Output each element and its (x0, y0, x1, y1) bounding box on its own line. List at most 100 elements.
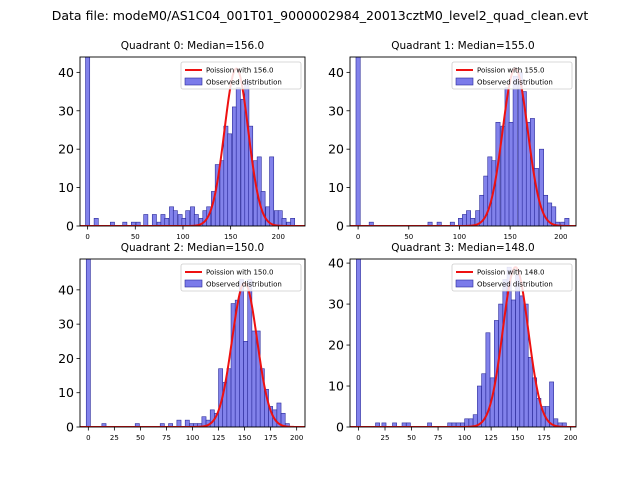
poisson-curve (80, 281, 305, 427)
y-tick-label: 40 (328, 256, 344, 271)
histogram-bar (487, 156, 493, 226)
histogram-bar (539, 148, 544, 226)
histogram-bar (564, 218, 570, 226)
histogram-bar (184, 419, 190, 427)
histogram-bar (239, 279, 244, 427)
histogram-bar (551, 206, 557, 226)
y-tick-label: 30 (58, 103, 74, 118)
x-tick-label: 200 (272, 233, 285, 241)
axes-frame (349, 258, 577, 428)
histogram-bar (269, 156, 275, 226)
histogram-bar (235, 87, 241, 226)
legend-poisson-label: Poission with 150.0 (206, 269, 274, 277)
x-tick-label: 0 (356, 434, 360, 442)
y-tick-label: 30 (58, 317, 74, 332)
legend: Poission with 148.0 Observed distribution (451, 263, 573, 292)
x-tick-label: 0 (86, 434, 90, 442)
histogram-bar (176, 419, 182, 427)
histogram-bar (543, 194, 549, 226)
y-tick-label: 10 (58, 385, 74, 400)
histogram-bar (281, 218, 287, 226)
histogram-bars (85, 259, 290, 427)
y-tick-label: 0 (336, 420, 344, 435)
histogram-bar (243, 340, 249, 427)
x-tick-label: 0 (85, 233, 89, 241)
histogram-bar (143, 214, 149, 226)
x-tick-label: 25 (381, 434, 390, 442)
y-tick-label: 30 (328, 297, 344, 312)
y-tick-label: 30 (328, 103, 344, 118)
x-tick-label: 150 (238, 434, 251, 442)
histogram-bar (93, 218, 99, 226)
histogram-bars (85, 57, 296, 226)
histogram-bar (508, 121, 514, 226)
x-tick-label: 150 (503, 233, 516, 241)
quadrant-panel: Quadrant 2: Median=150.0 0 25 50 75 100 125 150… (58, 242, 306, 442)
legend-bar-swatch (184, 279, 203, 288)
histogram-bar (512, 75, 518, 226)
axes-frame (349, 56, 577, 227)
quadrant-panel: Quadrant 3: Median=148.00 25 50 75 100 125 150… (328, 242, 577, 442)
legend-box (451, 263, 573, 292)
histogram-bar (251, 330, 257, 427)
histogram-bar (464, 418, 470, 427)
x-tick-label: 125 (212, 434, 225, 442)
y-tick-label: 10 (328, 180, 344, 195)
y-tick-label: 20 (58, 142, 74, 157)
histogram-bar (134, 423, 140, 427)
x-tick-label: 25 (110, 434, 119, 442)
x-tick-label: 125 (484, 434, 497, 442)
histogram-bar (159, 423, 165, 427)
legend-bar-swatch (455, 77, 474, 86)
legend-poisson-label: Poission with 156.0 (206, 67, 274, 75)
histogram-bar (172, 210, 178, 226)
x-tick-label: 100 (176, 233, 189, 241)
histogram-bar (290, 218, 296, 226)
x-tick-label: 0 (356, 233, 360, 241)
x-tick-label: 175 (537, 434, 550, 442)
y-tick-label: 40 (58, 65, 74, 80)
histogram-bar (462, 214, 467, 226)
legend: Poission with 156.0 Observed distribution (180, 61, 302, 90)
y-tick-label: 20 (58, 351, 74, 366)
legend-observed-label: Observed distribution (206, 79, 282, 87)
panel-title: Quadrant 2: Median=150.0 (121, 242, 264, 254)
histogram-bar (248, 125, 254, 226)
x-tick-label: 200 (290, 434, 303, 442)
x-tick-label: 50 (136, 434, 145, 442)
legend-observed-label: Observed distribution (206, 281, 282, 289)
histogram-bar (185, 210, 191, 226)
histogram-bar (549, 381, 554, 427)
histogram-bar (515, 275, 521, 427)
y-tick-label: 40 (328, 65, 344, 80)
histogram-bar (101, 423, 107, 427)
x-tick-label: 50 (404, 233, 413, 241)
x-tick-label: 200 (554, 233, 567, 241)
histogram-bar (511, 299, 516, 427)
histogram-bar (477, 385, 482, 427)
x-tick-label: 50 (407, 434, 416, 442)
x-tick-label: 75 (162, 434, 171, 442)
legend-bar-swatch (184, 77, 203, 86)
legend-box (451, 61, 573, 90)
y-tick-label: 40 (58, 282, 74, 297)
x-tick-label: 100 (458, 434, 471, 442)
histogram-bar (458, 218, 463, 226)
histogram-bar (528, 357, 533, 427)
y-tick-label: 10 (58, 180, 74, 195)
x-tick-label: 50 (131, 233, 140, 241)
histogram-bar (227, 133, 233, 226)
x-tick-label: 175 (264, 434, 277, 442)
y-tick-label: 10 (328, 379, 344, 394)
legend-bar-swatch (455, 279, 474, 288)
legend-box (180, 61, 302, 90)
y-tick-label: 0 (66, 219, 74, 234)
x-tick-label: 100 (186, 434, 199, 442)
histogram-bar (517, 72, 523, 226)
legend-poisson-label: Poission with 155.0 (477, 67, 545, 75)
histogram-bar (498, 303, 504, 427)
histogram-bar (85, 57, 91, 226)
histogram-bar (164, 218, 170, 226)
quadrant-panel: Quadrant 1: Median=155.0 0 50 100 150 200 0 10 2… (328, 40, 577, 241)
